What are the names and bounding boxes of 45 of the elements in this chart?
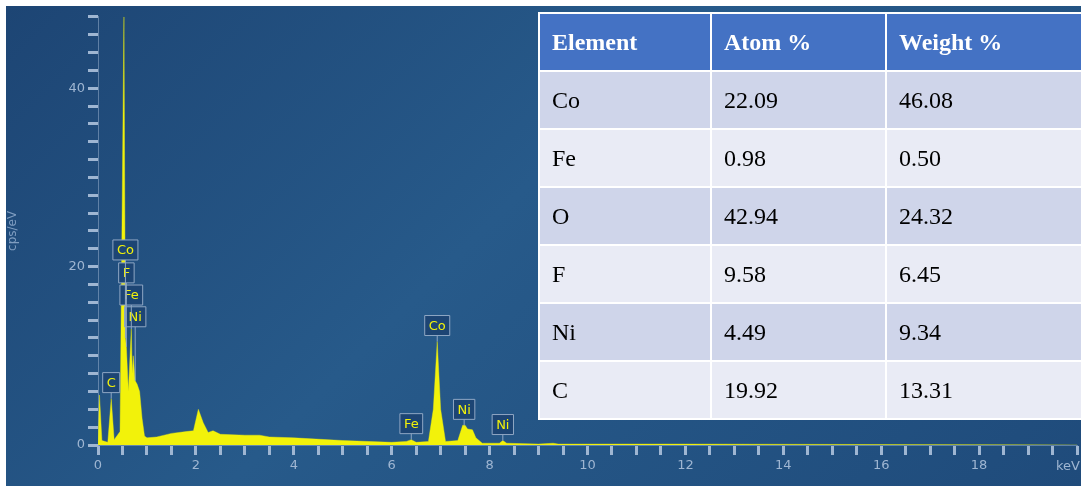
annotation: C <box>106 374 116 390</box>
annotation: Ni <box>496 416 510 432</box>
annotation: Co <box>116 242 134 258</box>
annotation: O <box>540 188 710 244</box>
annotation: 9.58 <box>711 246 886 302</box>
annotation: 19.92 <box>711 362 886 418</box>
annotation: Ni <box>457 401 471 417</box>
x-tick-label: 0 <box>93 457 103 473</box>
annotation: Fe <box>540 130 710 186</box>
x-tick-label: 8 <box>485 457 494 473</box>
annotation: 0.98 <box>711 130 886 186</box>
annotation: 46.08 <box>887 72 1081 128</box>
annotation: Fe <box>123 287 139 303</box>
y-tick-label: 0 <box>76 436 85 452</box>
y-axis-title: cps/eV <box>5 210 20 251</box>
annotation: 9.34 <box>887 304 1081 360</box>
annotation: 22.09 <box>711 72 886 128</box>
annotation: 13.31 <box>887 362 1081 418</box>
annotation: Co <box>428 317 446 333</box>
annotation: F <box>540 246 710 302</box>
x-tick-label: 10 <box>579 457 596 473</box>
annotation: Fe <box>403 416 419 432</box>
annotation: Ni <box>128 309 142 325</box>
annotation: F <box>122 265 131 281</box>
annotation: 4.49 <box>711 304 886 360</box>
x-tick-label: 2 <box>191 457 201 473</box>
annotation: Co <box>540 72 710 128</box>
y-tick-label: 20 <box>68 257 85 273</box>
annotation: Weight % <box>887 14 1081 70</box>
annotation: 42.94 <box>711 188 886 244</box>
x-tick-label: 6 <box>387 457 396 473</box>
annotation: C <box>540 362 710 418</box>
x-tick-label: 12 <box>677 457 694 473</box>
annotation: Atom % <box>711 14 886 70</box>
x-tick-label: 4 <box>289 457 298 473</box>
x-tick-label: 18 <box>970 457 988 473</box>
annotation: Ni <box>540 304 710 360</box>
x-axis-title: keV <box>1056 457 1081 473</box>
x-tick-label: 16 <box>872 457 890 473</box>
y-tick-label: 40 <box>68 79 85 95</box>
annotation: 24.32 <box>887 188 1081 244</box>
annotation: 0.50 <box>887 130 1081 186</box>
x-tick-label: 14 <box>775 457 792 473</box>
annotation: 6.45 <box>887 246 1081 302</box>
annotation: Element <box>540 14 710 70</box>
